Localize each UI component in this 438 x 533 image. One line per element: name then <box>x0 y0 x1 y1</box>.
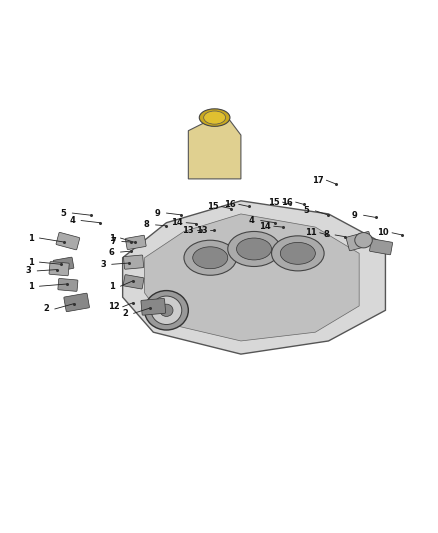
Text: 8: 8 <box>323 230 329 239</box>
Text: 1: 1 <box>109 233 115 243</box>
Text: 8: 8 <box>144 220 150 229</box>
Text: 4: 4 <box>69 216 75 225</box>
Text: 3: 3 <box>100 260 106 269</box>
Text: 1: 1 <box>28 233 34 243</box>
Text: 15: 15 <box>207 202 218 211</box>
Ellipse shape <box>272 236 324 271</box>
FancyBboxPatch shape <box>346 231 372 251</box>
Ellipse shape <box>160 304 173 317</box>
Text: 11: 11 <box>305 228 317 237</box>
Text: 5: 5 <box>304 206 310 215</box>
Text: 4: 4 <box>249 216 255 225</box>
Text: 2: 2 <box>122 309 128 318</box>
Text: 9: 9 <box>352 211 358 220</box>
Ellipse shape <box>193 247 228 269</box>
FancyBboxPatch shape <box>49 262 69 276</box>
Text: 1: 1 <box>28 282 34 290</box>
Text: 6: 6 <box>109 247 115 256</box>
Ellipse shape <box>151 296 182 325</box>
FancyBboxPatch shape <box>141 298 166 315</box>
Text: 3: 3 <box>25 266 32 276</box>
Ellipse shape <box>280 243 315 264</box>
Ellipse shape <box>145 290 188 330</box>
Text: 17: 17 <box>312 176 323 185</box>
Text: 14: 14 <box>172 218 183 227</box>
Text: 16: 16 <box>281 198 293 207</box>
Text: 15: 15 <box>268 198 279 207</box>
Text: 16: 16 <box>224 200 236 209</box>
Polygon shape <box>145 214 359 341</box>
Text: 2: 2 <box>43 304 49 313</box>
FancyBboxPatch shape <box>124 255 144 269</box>
FancyBboxPatch shape <box>64 293 89 312</box>
FancyBboxPatch shape <box>370 239 392 255</box>
FancyBboxPatch shape <box>53 257 74 271</box>
Text: 10: 10 <box>378 228 389 237</box>
Text: 13: 13 <box>196 225 207 235</box>
Ellipse shape <box>355 232 372 248</box>
Polygon shape <box>123 201 385 354</box>
FancyBboxPatch shape <box>58 278 78 292</box>
Ellipse shape <box>204 111 226 124</box>
Text: 12: 12 <box>108 302 120 311</box>
Ellipse shape <box>199 109 230 126</box>
Text: 14: 14 <box>259 222 271 231</box>
Text: 9: 9 <box>155 208 161 217</box>
Ellipse shape <box>228 231 280 266</box>
FancyBboxPatch shape <box>56 232 80 250</box>
Ellipse shape <box>184 240 237 275</box>
Text: 5: 5 <box>60 208 67 217</box>
FancyBboxPatch shape <box>125 235 146 249</box>
Ellipse shape <box>237 238 272 260</box>
Polygon shape <box>188 118 241 179</box>
FancyBboxPatch shape <box>123 274 144 289</box>
Text: 1: 1 <box>28 257 34 266</box>
Text: 7: 7 <box>110 237 116 246</box>
Text: 13: 13 <box>183 225 194 235</box>
Text: 1: 1 <box>109 282 115 290</box>
